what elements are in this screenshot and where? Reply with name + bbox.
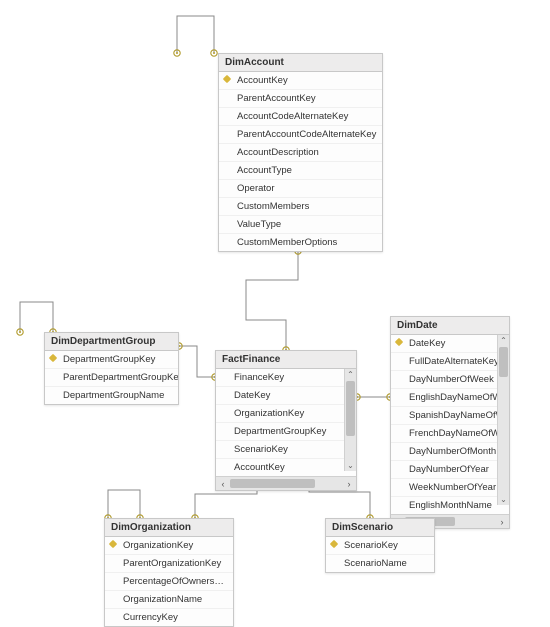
column[interactable]: CustomMembers bbox=[219, 198, 382, 216]
column[interactable]: ParentOrganizationKey bbox=[105, 555, 233, 573]
column-list: DateKey FullDateAlternateKey DayNumberOf… bbox=[391, 335, 497, 514]
column[interactable]: ParentAccountCodeAlternateKey bbox=[219, 126, 382, 144]
scroll-thumb[interactable] bbox=[499, 347, 508, 377]
column-pk[interactable]: OrganizationKey bbox=[105, 537, 233, 555]
scroll-down-icon[interactable]: ⌄ bbox=[345, 460, 356, 471]
horizontal-scrollbar[interactable]: ‹ › bbox=[216, 476, 356, 490]
column-pk[interactable]: AccountKey bbox=[219, 72, 382, 90]
table-dimorganization[interactable]: DimOrganization OrganizationKey ParentOr… bbox=[104, 518, 234, 627]
column[interactable]: CustomMemberOptions bbox=[219, 234, 382, 251]
column-pk[interactable]: DateKey bbox=[391, 335, 497, 353]
column[interactable]: DayNumberOfMonth bbox=[391, 443, 497, 461]
table-header[interactable]: DimAccount bbox=[219, 54, 382, 72]
column-list: AccountKey ParentAccountKey AccountCodeA… bbox=[219, 72, 382, 251]
column[interactable]: ValueType bbox=[219, 216, 382, 234]
column[interactable]: AccountKey bbox=[216, 459, 344, 476]
column[interactable]: WeekNumberOfYear bbox=[391, 479, 497, 497]
column[interactable]: DayNumberOfYear bbox=[391, 461, 497, 479]
column[interactable]: AccountType bbox=[219, 162, 382, 180]
column[interactable]: PercentageOfOwners… bbox=[105, 573, 233, 591]
column[interactable]: AccountCodeAlternateKey bbox=[219, 108, 382, 126]
column[interactable]: ParentAccountKey bbox=[219, 90, 382, 108]
table-dimscenario[interactable]: DimScenario ScenarioKey ScenarioName bbox=[325, 518, 435, 573]
column[interactable]: FinanceKey bbox=[216, 369, 344, 387]
diagram-canvas: { "colors": { "bg": "#ffffff", "box_bg":… bbox=[0, 0, 550, 623]
column[interactable]: ScenarioName bbox=[326, 555, 434, 572]
column[interactable]: EnglishMonthName bbox=[391, 497, 497, 514]
scroll-up-icon[interactable]: ⌃ bbox=[345, 369, 356, 380]
vertical-scrollbar[interactable]: ⌃ ⌄ bbox=[497, 335, 509, 505]
column-pk[interactable]: DepartmentGroupKey bbox=[45, 351, 178, 369]
column[interactable]: ParentDepartmentGroupKey bbox=[45, 369, 178, 387]
table-header[interactable]: DimDepartmentGroup bbox=[45, 333, 178, 351]
scroll-thumb[interactable] bbox=[346, 381, 355, 436]
column-list: DepartmentGroupKey ParentDepartmentGroup… bbox=[45, 351, 178, 404]
scroll-pane: DateKey FullDateAlternateKey DayNumberOf… bbox=[391, 335, 509, 514]
scroll-left-icon[interactable]: ‹ bbox=[216, 477, 230, 491]
column[interactable]: CurrencyKey bbox=[105, 609, 233, 626]
column[interactable]: OrganizationName bbox=[105, 591, 233, 609]
table-header[interactable]: DimDate bbox=[391, 317, 509, 335]
table-header[interactable]: DimScenario bbox=[326, 519, 434, 537]
table-header[interactable]: DimOrganization bbox=[105, 519, 233, 537]
scroll-down-icon[interactable]: ⌄ bbox=[498, 494, 509, 505]
column[interactable]: ScenarioKey bbox=[216, 441, 344, 459]
column[interactable]: DateKey bbox=[216, 387, 344, 405]
column[interactable]: DayNumberOfWeek bbox=[391, 371, 497, 389]
column-list: OrganizationKey ParentOrganizationKey Pe… bbox=[105, 537, 233, 626]
scroll-right-icon[interactable]: › bbox=[495, 515, 509, 529]
column[interactable]: SpanishDayNameOfW bbox=[391, 407, 497, 425]
column[interactable]: FrenchDayNameOfW bbox=[391, 425, 497, 443]
column-list: ScenarioKey ScenarioName bbox=[326, 537, 434, 572]
scroll-pane: FinanceKey DateKey OrganizationKey Depar… bbox=[216, 369, 356, 476]
scroll-thumb[interactable] bbox=[230, 479, 315, 488]
table-dimdate[interactable]: DimDate DateKey FullDateAlternateKey Day… bbox=[390, 316, 510, 529]
column[interactable]: DepartmentGroupName bbox=[45, 387, 178, 404]
column[interactable]: DepartmentGroupKey bbox=[216, 423, 344, 441]
table-header[interactable]: FactFinance bbox=[216, 351, 356, 369]
column[interactable]: Operator bbox=[219, 180, 382, 198]
table-factfinance[interactable]: FactFinance FinanceKey DateKey Organizat… bbox=[215, 350, 357, 491]
vertical-scrollbar[interactable]: ⌃ ⌄ bbox=[344, 369, 356, 471]
column-pk[interactable]: ScenarioKey bbox=[326, 537, 434, 555]
column[interactable]: OrganizationKey bbox=[216, 405, 344, 423]
column[interactable]: EnglishDayNameOfW bbox=[391, 389, 497, 407]
column[interactable]: FullDateAlternateKey bbox=[391, 353, 497, 371]
scroll-up-icon[interactable]: ⌃ bbox=[498, 335, 509, 346]
column[interactable]: AccountDescription bbox=[219, 144, 382, 162]
table-dimdepartmentgroup[interactable]: DimDepartmentGroup DepartmentGroupKey Pa… bbox=[44, 332, 179, 405]
table-dimaccount[interactable]: DimAccount AccountKey ParentAccountKey A… bbox=[218, 53, 383, 252]
column-list: FinanceKey DateKey OrganizationKey Depar… bbox=[216, 369, 344, 476]
scroll-right-icon[interactable]: › bbox=[342, 477, 356, 491]
